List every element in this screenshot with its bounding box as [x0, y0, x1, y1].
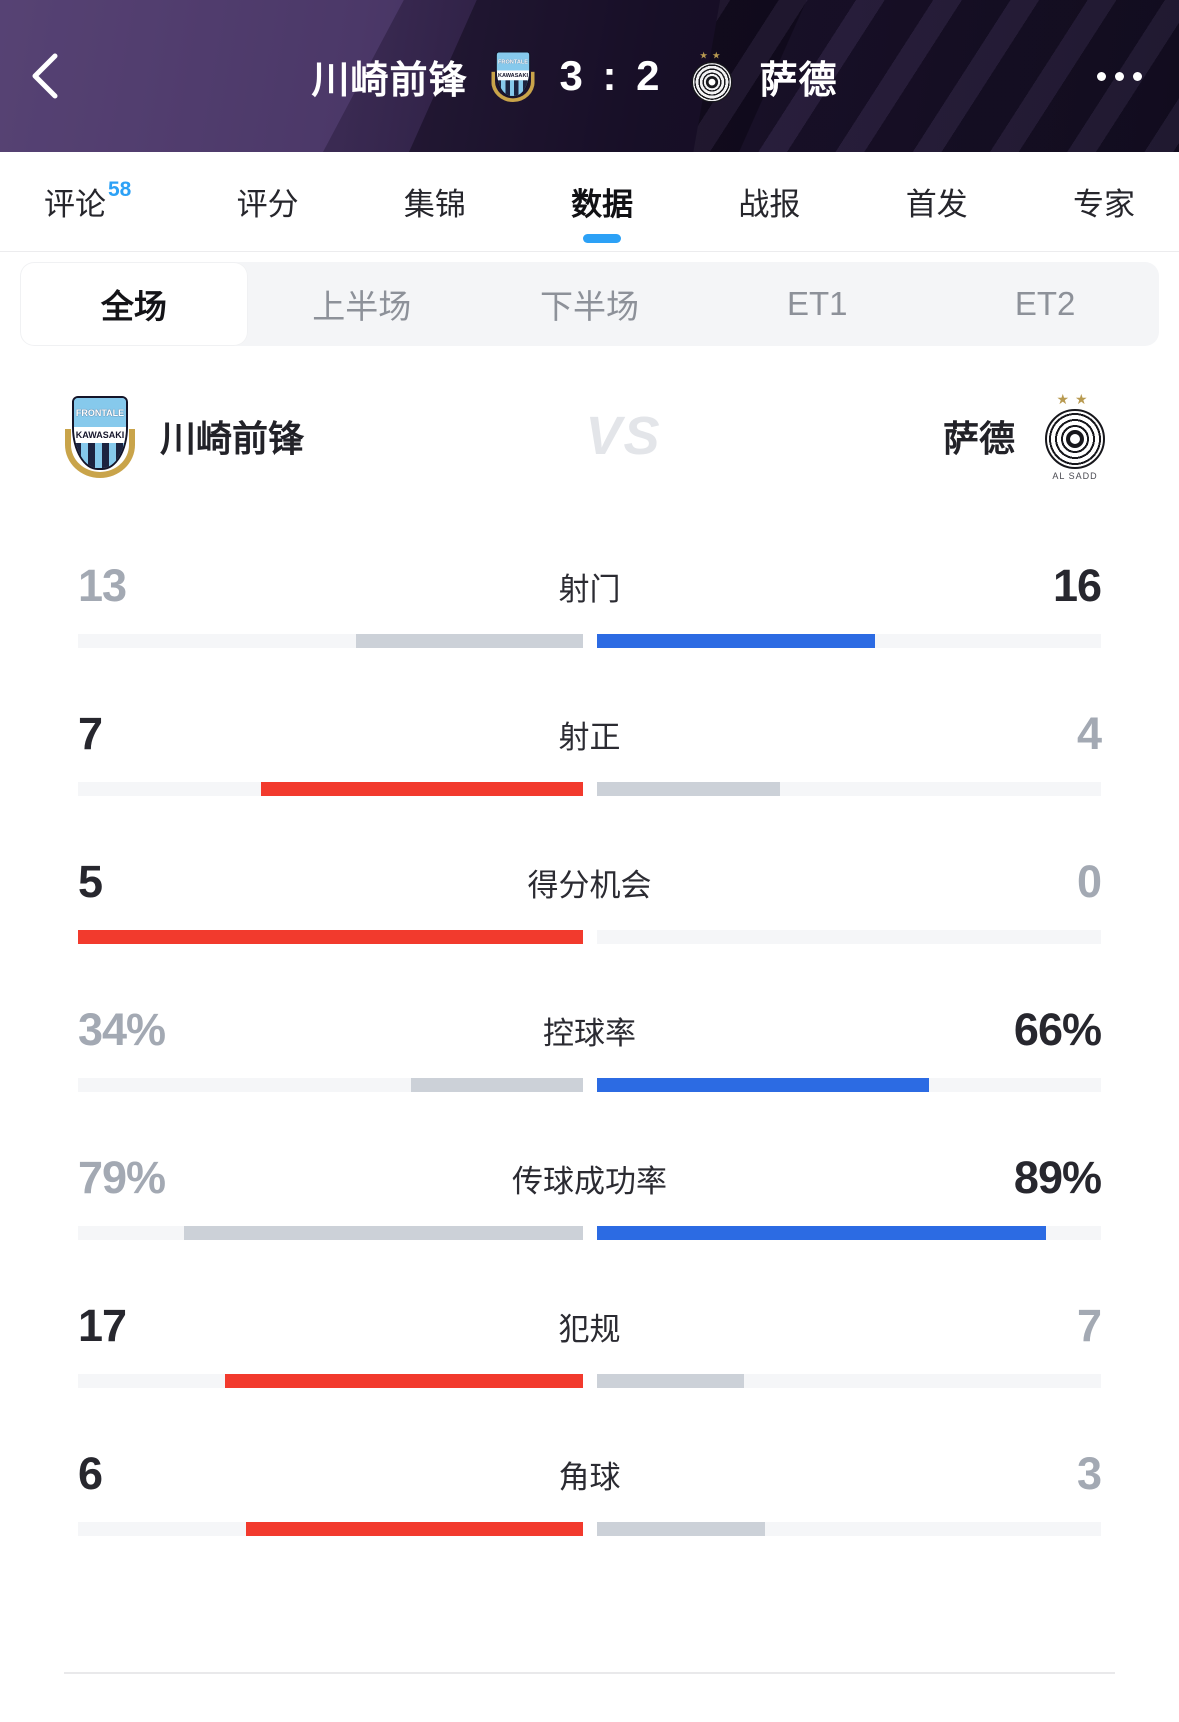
stat-row-corners: 6 角球 3: [0, 1408, 1179, 1556]
away-bar: [596, 1078, 930, 1092]
stat-row-shots: 13 射门 16: [0, 520, 1179, 668]
stat-bar: [78, 930, 1101, 944]
stat-bar: [78, 634, 1101, 648]
tab-ratings[interactable]: 评分: [237, 152, 299, 251]
period-label: ET1: [787, 285, 848, 322]
stat-label: 射门: [558, 571, 621, 607]
home-value: 79%: [78, 1152, 166, 1203]
away-value: 7: [1076, 1300, 1102, 1351]
away-value: 4: [1076, 708, 1102, 759]
home-value: 5: [78, 856, 103, 907]
comment-count-badge: 58: [108, 177, 132, 201]
period-label: 全场: [100, 288, 167, 325]
stat-label: 传球成功率: [512, 1163, 667, 1199]
period-tab-first-half[interactable]: 上半场: [248, 262, 476, 346]
period-segment-control: 全场 上半场 下半场 ET1 ET2: [20, 262, 1159, 346]
home-bar: [78, 930, 583, 944]
tab-label: 集锦: [403, 187, 466, 222]
period-tab-et2[interactable]: ET2: [931, 262, 1159, 346]
stats-list: 13 射门 16 7 射正 4 5 得分机会: [0, 520, 1179, 1556]
period-tab-et1[interactable]: ET1: [703, 262, 931, 346]
stat-bar: [78, 782, 1101, 796]
home-bar: [246, 1522, 583, 1536]
away-value: 66%: [1013, 1004, 1102, 1055]
active-tab-underline: [583, 234, 622, 243]
tab-label: 专家: [1072, 187, 1135, 222]
stat-row-shots-on-target: 7 射正 4: [0, 668, 1179, 816]
away-bar: [596, 1226, 1046, 1240]
tab-label: 评分: [236, 187, 299, 222]
kawasaki-frontale-logo-icon: FRONTALE KAWASAKI: [64, 394, 136, 478]
ellipsis-icon: [1132, 71, 1142, 81]
al-sadd-logo-icon: ★★ AL SADD: [1035, 391, 1115, 481]
kawasaki-frontale-logo-icon: FRONTALE KAWASAKI: [491, 50, 536, 103]
ellipsis-icon: [1096, 71, 1106, 81]
stat-label: 控球率: [543, 1015, 636, 1051]
away-bar: [596, 1522, 765, 1536]
away-value: 16: [1052, 560, 1102, 611]
tab-label: 数据: [571, 187, 634, 222]
stat-label: 角球: [558, 1459, 621, 1495]
stat-row-big-chances: 5 得分机会 0: [0, 816, 1179, 964]
section-divider: [64, 1672, 1115, 1674]
stat-row-possession: 34% 控球率 66%: [0, 964, 1179, 1112]
tab-comments[interactable]: 评论 58: [44, 152, 131, 251]
home-value: 17: [78, 1300, 127, 1351]
more-options-button[interactable]: [1059, 0, 1179, 152]
period-tab-second-half[interactable]: 下半场: [476, 262, 704, 346]
home-bar: [410, 1078, 583, 1092]
header-home-team: 川崎前锋: [311, 59, 468, 102]
home-team-name: 川崎前锋: [160, 418, 305, 459]
score: 3 : 2: [559, 52, 664, 99]
period-segment-wrap: 全场 上半场 下半场 ET1 ET2: [0, 252, 1179, 346]
home-bar: [261, 782, 583, 796]
away-bar: [596, 634, 875, 648]
ellipsis-icon: [1114, 71, 1124, 81]
period-tab-full[interactable]: 全场: [20, 262, 248, 346]
vs-label: VS: [585, 406, 662, 466]
match-header: 川崎前锋 FRONTALE KAWASAKI 3 : 2 ★★ 萨德: [0, 0, 1179, 152]
tab-label: 战报: [738, 187, 801, 222]
stat-bar: [78, 1374, 1101, 1388]
tab-stats[interactable]: 数据: [571, 152, 633, 251]
away-value: 0: [1076, 856, 1102, 907]
home-value: 6: [78, 1448, 103, 1499]
period-label: ET2: [1014, 285, 1076, 322]
away-value: 3: [1076, 1448, 1102, 1499]
tab-lineup[interactable]: 首发: [906, 152, 968, 251]
back-button[interactable]: [0, 0, 90, 152]
stat-bar: [78, 1078, 1101, 1092]
home-bar: [183, 1226, 583, 1240]
period-label: 下半场: [539, 288, 639, 325]
away-team-name: 萨德: [942, 418, 1015, 459]
tab-highlights[interactable]: 集锦: [404, 152, 466, 251]
main-tab-bar: 评论 58 评分 集锦 数据 战报 首发 专家: [0, 152, 1179, 252]
away-bar: [596, 782, 780, 796]
stat-row-fouls: 17 犯规 7: [0, 1260, 1179, 1408]
home-value: 34%: [78, 1004, 166, 1055]
chevron-left-icon: [32, 53, 58, 99]
stat-label: 犯规: [558, 1311, 621, 1347]
stat-bar: [78, 1226, 1101, 1240]
al-sadd-logo-icon: ★★: [684, 49, 738, 103]
tab-label: 评论: [44, 187, 106, 222]
match-title: 川崎前锋 FRONTALE KAWASAKI 3 : 2 ★★ 萨德: [90, 47, 1059, 105]
teams-row: FRONTALE KAWASAKI 川崎前锋 VS 萨德 ★★ AL SADD: [0, 380, 1179, 492]
home-bar: [356, 634, 583, 648]
period-label: 上半场: [312, 288, 412, 325]
header-away-team: 萨德: [759, 59, 838, 102]
tab-experts[interactable]: 专家: [1073, 152, 1135, 251]
away-value: 89%: [1013, 1152, 1102, 1203]
tab-report[interactable]: 战报: [738, 152, 800, 251]
home-value: 7: [78, 708, 103, 759]
stat-row-pass-accuracy: 79% 传球成功率 89%: [0, 1112, 1179, 1260]
home-bar: [225, 1374, 583, 1388]
tab-label: 首发: [905, 187, 968, 222]
stat-bar: [78, 1522, 1101, 1536]
home-value: 13: [78, 560, 127, 611]
stat-label: 射正: [558, 719, 621, 755]
away-bar: [596, 1374, 744, 1388]
stat-label: 得分机会: [527, 867, 652, 903]
